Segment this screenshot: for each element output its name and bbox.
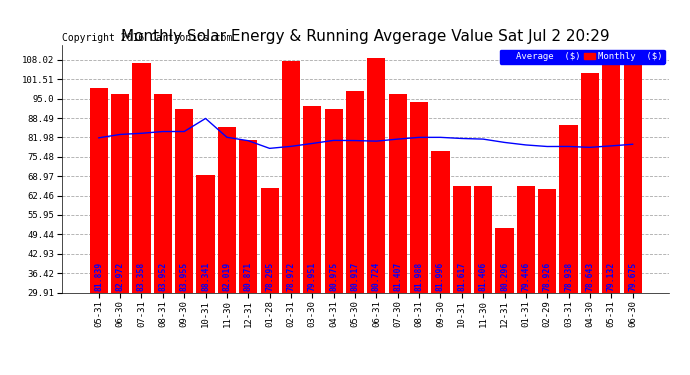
- Text: 81.996: 81.996: [436, 262, 445, 291]
- Text: 81.988: 81.988: [415, 262, 424, 291]
- Bar: [431, 151, 449, 292]
- Bar: [90, 88, 108, 292]
- Text: 82.019: 82.019: [222, 262, 231, 291]
- Text: 83.358: 83.358: [137, 262, 146, 291]
- Text: 79.132: 79.132: [607, 262, 615, 291]
- Bar: [218, 127, 236, 292]
- Text: 80.724: 80.724: [372, 262, 381, 291]
- Bar: [303, 106, 322, 292]
- Text: 79.446: 79.446: [522, 262, 531, 291]
- Bar: [388, 94, 407, 292]
- Bar: [111, 94, 129, 292]
- Bar: [132, 63, 150, 292]
- Bar: [175, 109, 193, 292]
- Text: 78.926: 78.926: [543, 262, 552, 291]
- Text: 83.955: 83.955: [179, 262, 188, 291]
- Bar: [624, 60, 642, 292]
- Text: Copyright 2016 Cartronics.com: Copyright 2016 Cartronics.com: [62, 33, 233, 42]
- Text: 81.617: 81.617: [457, 262, 466, 291]
- Bar: [581, 73, 599, 292]
- Text: 82.972: 82.972: [116, 262, 125, 291]
- Bar: [282, 62, 300, 292]
- Bar: [560, 125, 578, 292]
- Bar: [410, 102, 428, 292]
- Text: 88.341: 88.341: [201, 262, 210, 291]
- Text: 78.295: 78.295: [265, 262, 274, 291]
- Bar: [261, 188, 279, 292]
- Bar: [474, 186, 492, 292]
- Text: 80.871: 80.871: [244, 262, 253, 291]
- Text: 80.975: 80.975: [329, 262, 338, 291]
- Bar: [324, 109, 343, 292]
- Bar: [517, 186, 535, 292]
- Text: 79.675: 79.675: [628, 262, 637, 291]
- Bar: [239, 140, 257, 292]
- Text: 79.951: 79.951: [308, 262, 317, 291]
- Text: 81.406: 81.406: [479, 262, 488, 291]
- Text: 80.917: 80.917: [351, 262, 359, 291]
- Text: 78.643: 78.643: [585, 262, 594, 291]
- Text: 81.407: 81.407: [393, 262, 402, 291]
- Text: 83.952: 83.952: [158, 262, 168, 291]
- Bar: [538, 189, 556, 292]
- Bar: [453, 186, 471, 292]
- Text: 81.839: 81.839: [95, 262, 103, 291]
- Bar: [367, 58, 386, 292]
- Text: 78.972: 78.972: [286, 262, 295, 291]
- Text: 78.938: 78.938: [564, 262, 573, 291]
- Legend: Average  ($), Monthly  ($): Average ($), Monthly ($): [500, 50, 664, 64]
- Bar: [495, 228, 513, 292]
- Bar: [346, 91, 364, 292]
- Text: 80.296: 80.296: [500, 262, 509, 291]
- Title: Monthly Solar Energy & Running Avgerage Value Sat Jul 2 20:29: Monthly Solar Energy & Running Avgerage …: [121, 29, 610, 44]
- Bar: [197, 175, 215, 292]
- Bar: [154, 94, 172, 292]
- Bar: [602, 58, 620, 292]
